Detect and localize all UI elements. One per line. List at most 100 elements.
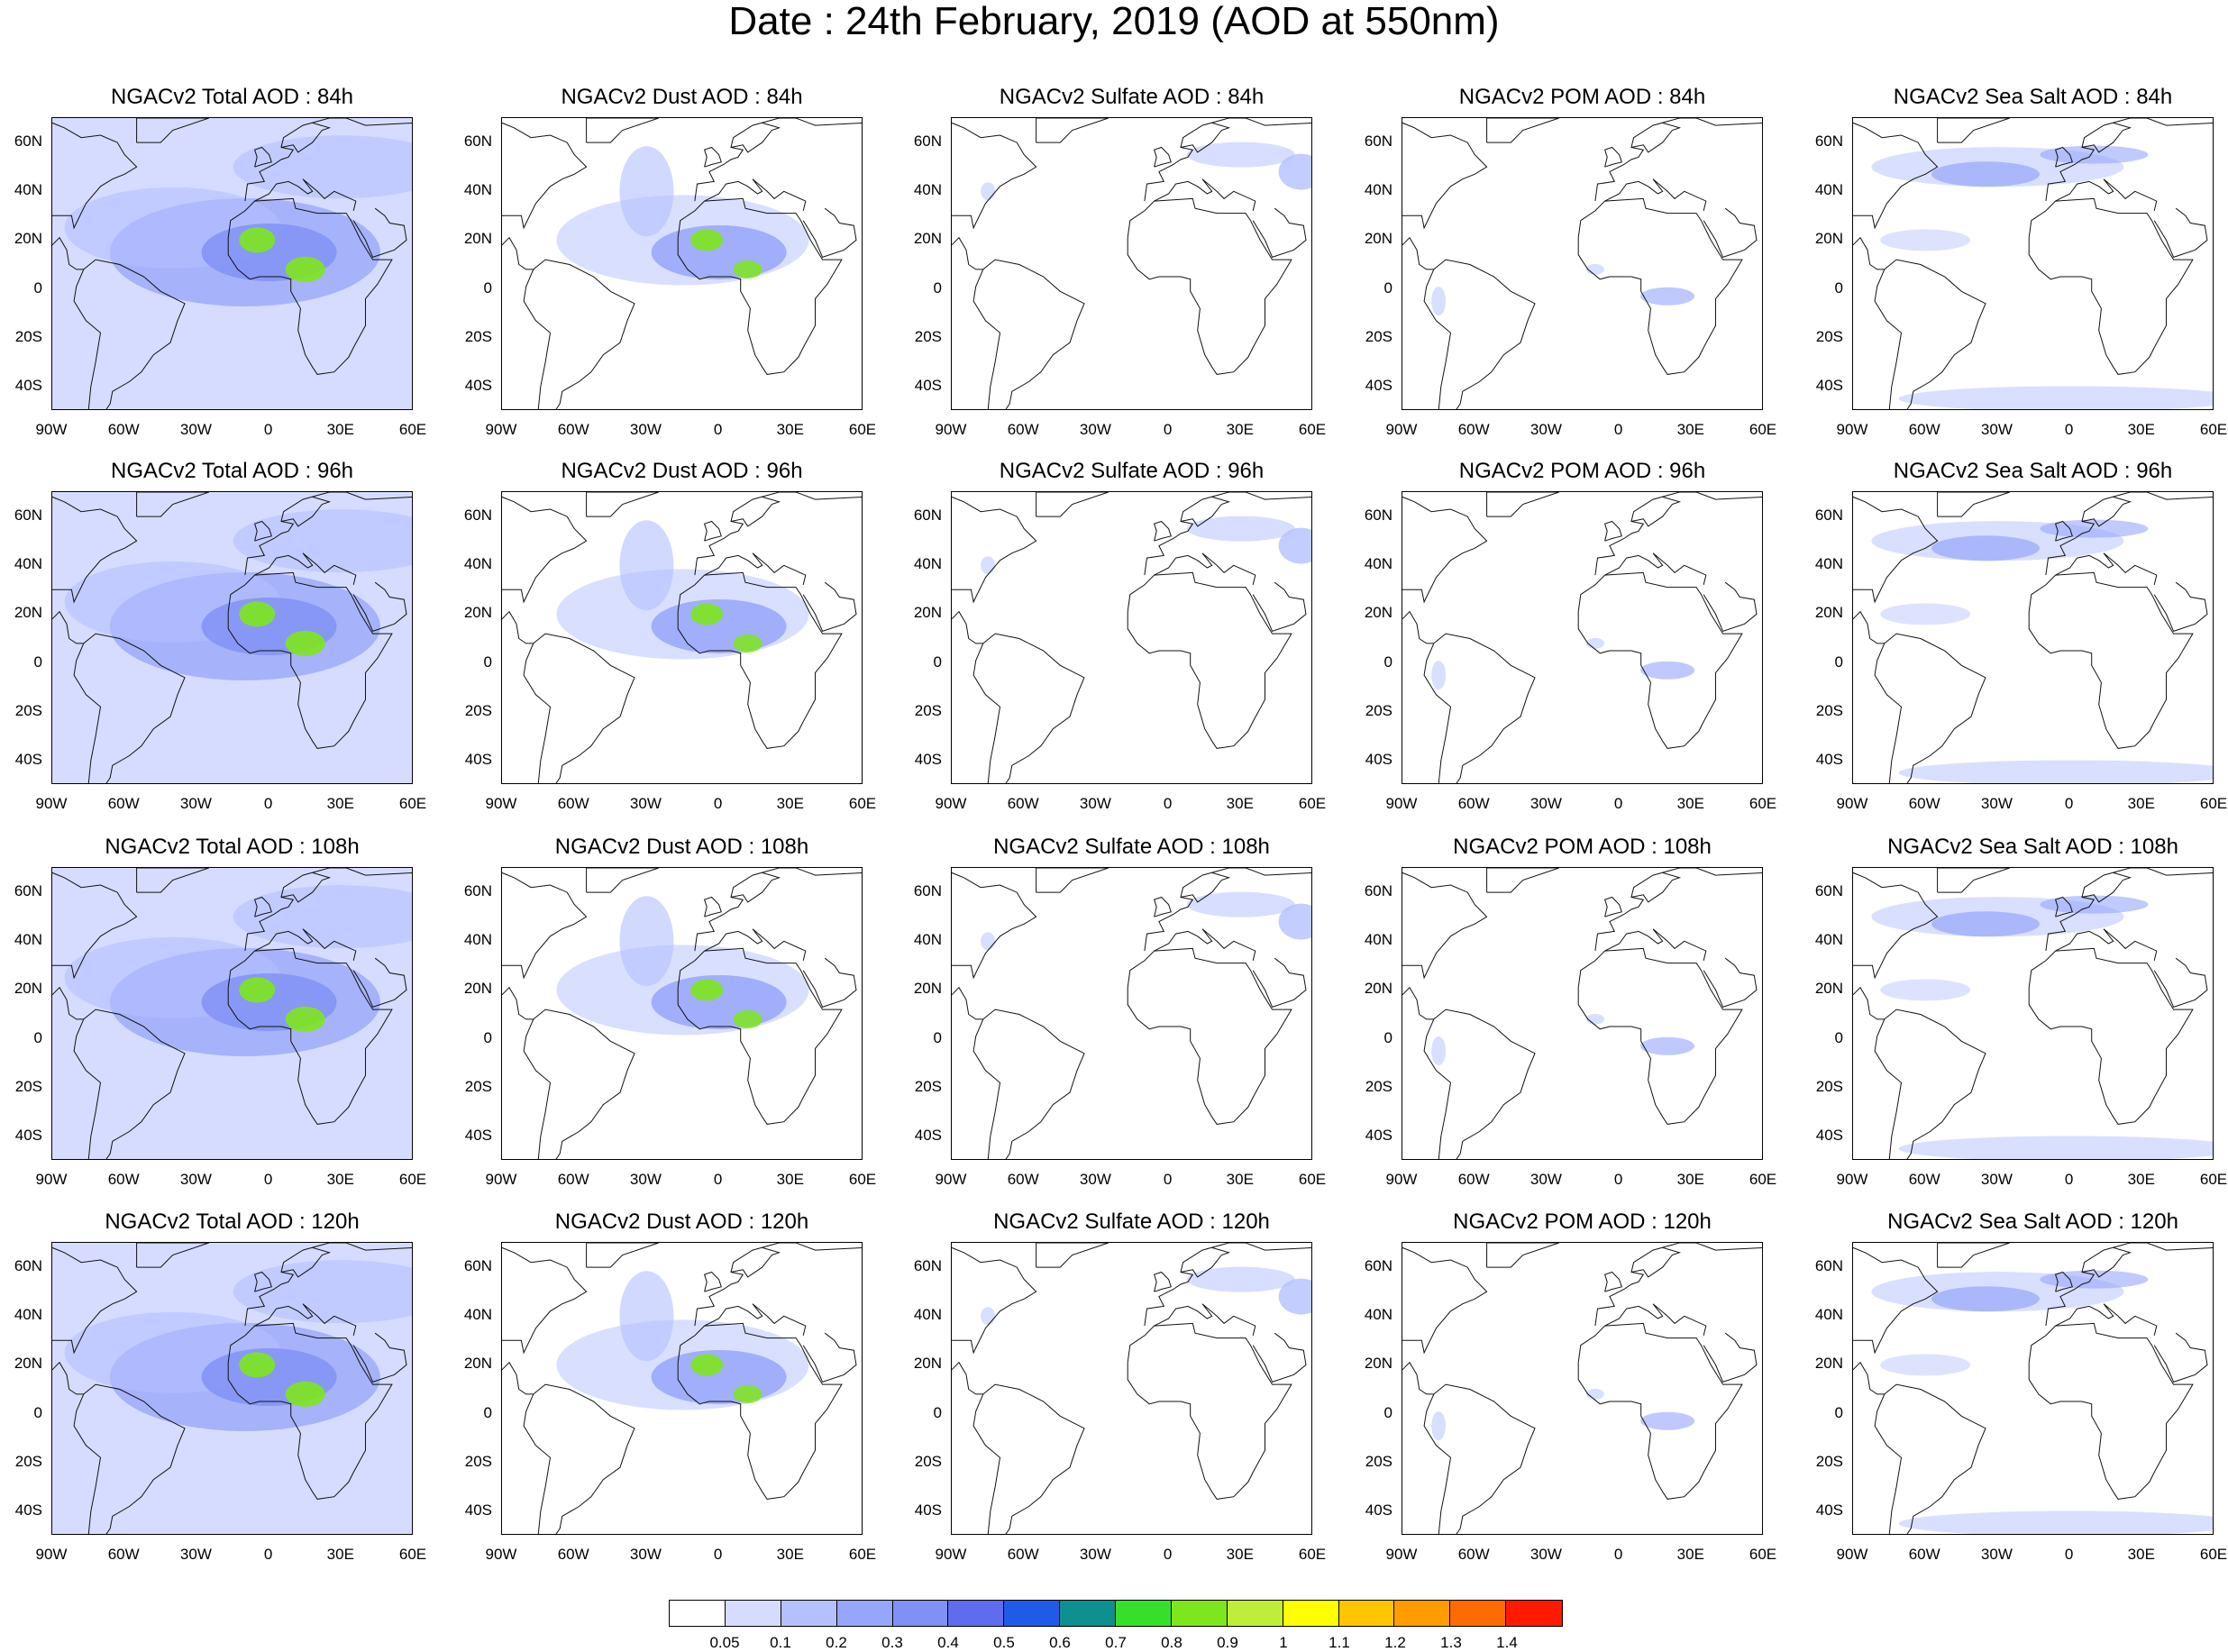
latitude-tick-label: 20S [1815, 1077, 1843, 1095]
latitude-tick-label: 60N [14, 882, 42, 900]
longitude-tick-label: 0 [2064, 1546, 2074, 1563]
longitude-tick-label: 30E [1676, 421, 1704, 438]
colorbar-swatch [1338, 1601, 1395, 1626]
longitude-tick-label: 60W [1007, 1171, 1039, 1188]
longitude-tick-label: 90W [1836, 1546, 1868, 1563]
longitude-tick-label: 0 [713, 795, 723, 812]
panel-title: NGACv2 Sea Salt AOD : 96h [1893, 459, 2173, 483]
longitude-tick-label: 30W [1529, 795, 1562, 812]
panel-title: NGACv2 Dust AOD : 84h [561, 85, 803, 109]
longitude-tick-label: 60E [848, 795, 877, 812]
latitude-tick-label: 20S [1365, 1077, 1392, 1095]
latitude-tick-label: 40N [913, 555, 942, 573]
longitude-tick-label: 30E [1226, 1171, 1254, 1188]
latitude-tick-label: 40S [1365, 1501, 1392, 1519]
longitude-tick-label: 30W [1529, 1171, 1562, 1188]
longitude-tick-label: 60E [398, 795, 427, 812]
longitude-tick-label: 30W [1079, 1546, 1111, 1563]
latitude-tick-label: 20S [1365, 327, 1392, 345]
latitude-tick-label: 20N [1814, 230, 1843, 248]
latitude-tick-label: 20S [14, 327, 42, 345]
latitude-tick-label: 0 [1383, 1028, 1392, 1046]
longitude-tick-label: 30W [629, 1171, 662, 1188]
panel-title: NGACv2 Sulfate AOD : 120h [993, 1209, 1270, 1234]
colorbar-swatch [892, 1601, 949, 1626]
longitude-tick-label: 30W [179, 1171, 212, 1188]
longitude-tick-label: 60W [1457, 421, 1490, 438]
longitude-tick-label: 60E [2199, 1171, 2228, 1188]
longitude-tick-label: 30W [179, 1546, 212, 1563]
longitude-tick-label: 0 [713, 421, 723, 438]
latitude-tick-label: 40S [464, 376, 492, 394]
longitude-tick-label: 60W [1007, 795, 1039, 812]
latitude-tick-label: 40S [914, 750, 942, 768]
latitude-tick-label: 20S [1815, 701, 1843, 719]
latitude-tick-label: 60N [463, 132, 492, 151]
longitude-tick-label: 60E [398, 1546, 427, 1563]
aod-map [51, 491, 413, 784]
latitude-tick-label: 20N [463, 1355, 492, 1373]
longitude-tick-label: 60W [107, 1171, 140, 1188]
panel-title: NGACv2 Dust AOD : 96h [561, 459, 803, 483]
panel-title: NGACv2 POM AOD : 84h [1458, 85, 1706, 109]
latitude-tick-label: 0 [1834, 1028, 1843, 1046]
longitude-tick-label: 0 [263, 1546, 273, 1563]
longitude-tick-label: 90W [935, 421, 967, 438]
longitude-tick-label: 30W [179, 421, 212, 438]
panel-title: NGACv2 Sulfate AOD : 108h [993, 835, 1270, 859]
latitude-tick-label: 60N [463, 882, 492, 900]
latitude-tick-label: 0 [33, 653, 42, 671]
colorbar-label: 0.3 [881, 1634, 903, 1651]
latitude-tick-label: 40S [14, 1126, 42, 1144]
longitude-tick-label: 30E [1676, 1546, 1704, 1563]
latitude-tick-label: 60N [1814, 507, 1843, 525]
longitude-tick-label: 30W [1980, 1546, 2013, 1563]
latitude-tick-label: 60N [913, 1257, 942, 1275]
latitude-tick-label: 60N [463, 507, 492, 525]
longitude-tick-label: 30W [1980, 421, 2013, 438]
longitude-tick-label: 60W [557, 1546, 589, 1563]
aod-map [501, 491, 863, 784]
latitude-tick-label: 40N [913, 181, 942, 199]
latitude-tick-label: 60N [1364, 132, 1392, 151]
longitude-tick-label: 30E [1226, 795, 1254, 812]
latitude-tick-label: 40S [14, 376, 42, 394]
latitude-tick-label: 0 [1383, 653, 1392, 671]
aod-map [51, 117, 413, 410]
latitude-tick-label: 20S [14, 1452, 42, 1470]
longitude-tick-label: 60E [2199, 1546, 2228, 1563]
longitude-tick-label: 90W [1385, 795, 1418, 812]
latitude-tick-label: 60N [1364, 507, 1392, 525]
longitude-tick-label: 0 [1613, 795, 1623, 812]
latitude-tick-label: 0 [1834, 1403, 1843, 1421]
colorbar-swatch [1171, 1601, 1228, 1626]
aod-map [1852, 491, 2214, 784]
latitude-tick-label: 60N [1364, 882, 1392, 900]
latitude-tick-label: 40S [14, 750, 42, 768]
aod-map [1402, 1242, 1763, 1535]
latitude-tick-label: 40S [1815, 1126, 1843, 1144]
latitude-tick-label: 0 [933, 1028, 942, 1046]
longitude-tick-label: 30W [1079, 421, 1111, 438]
longitude-tick-label: 60E [2199, 795, 2228, 812]
longitude-tick-label: 0 [263, 1171, 273, 1188]
latitude-tick-label: 60N [1814, 882, 1843, 900]
longitude-tick-label: 90W [1836, 421, 1868, 438]
colorbar-label: 1.2 [1384, 1634, 1406, 1651]
longitude-tick-label: 30E [776, 795, 804, 812]
latitude-tick-label: 0 [1834, 278, 1843, 297]
longitude-tick-label: 60W [557, 795, 589, 812]
latitude-tick-label: 20S [914, 1452, 942, 1470]
longitude-tick-label: 90W [485, 795, 517, 812]
latitude-tick-label: 20N [913, 604, 942, 622]
colorbar-swatch [836, 1601, 893, 1626]
panel-title: NGACv2 Total AOD : 120h [105, 1209, 360, 1234]
longitude-tick-label: 90W [35, 421, 68, 438]
latitude-tick-label: 40S [464, 1126, 492, 1144]
latitude-tick-label: 0 [1383, 278, 1392, 297]
latitude-tick-label: 60N [463, 1257, 492, 1275]
longitude-tick-label: 60E [1298, 1171, 1327, 1188]
longitude-tick-label: 0 [1163, 795, 1173, 812]
aod-map [51, 867, 413, 1160]
longitude-tick-label: 30E [326, 421, 354, 438]
